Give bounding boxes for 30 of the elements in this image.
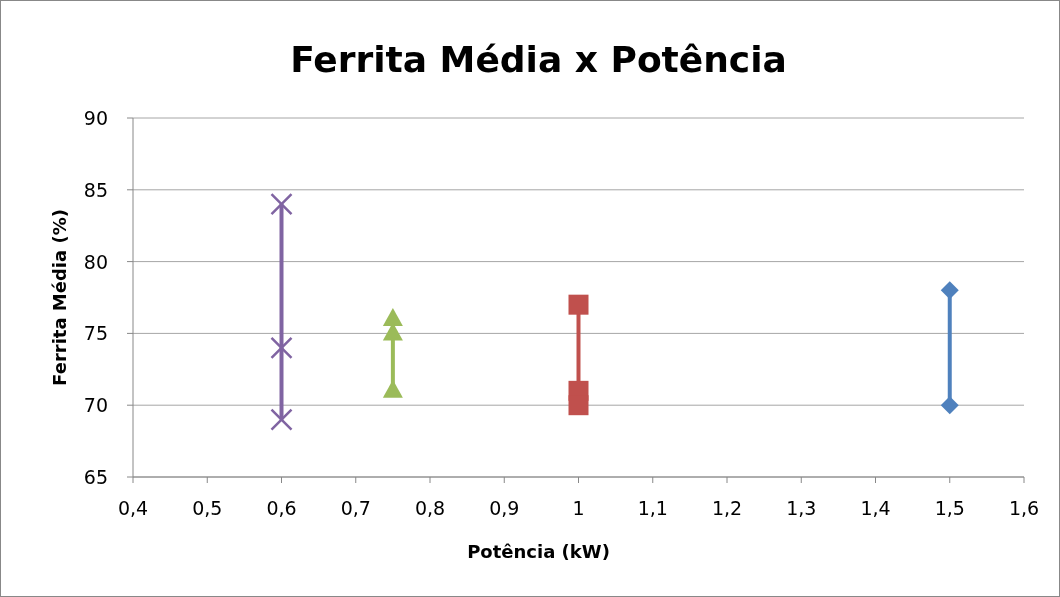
point bbox=[568, 294, 589, 315]
y-tick-label: 80 bbox=[83, 250, 108, 273]
x-tick-label: 0,5 bbox=[192, 497, 223, 519]
x-axis-title: Potência (kW) bbox=[467, 541, 610, 562]
x-tick-label: 0,7 bbox=[340, 497, 371, 519]
point bbox=[382, 308, 403, 327]
point bbox=[940, 396, 959, 415]
y-tick-label: 70 bbox=[83, 394, 108, 417]
x-tick-label: 1,5 bbox=[934, 497, 965, 519]
x-tick-label: 1,1 bbox=[637, 497, 668, 519]
y-tick-label: 90 bbox=[83, 107, 108, 129]
x-tick-label: 1,4 bbox=[860, 497, 891, 519]
x-tick-label: 1 bbox=[572, 497, 585, 519]
x-tick-label: 1,3 bbox=[786, 497, 817, 519]
x-tick-label: 1,2 bbox=[711, 497, 743, 519]
x-tick-label: 0,9 bbox=[489, 497, 520, 519]
point bbox=[270, 336, 293, 360]
x-tick-label: 0,8 bbox=[414, 497, 446, 519]
y-axis-title: Ferrita Média (%) bbox=[49, 209, 70, 386]
y-tick-label: 75 bbox=[83, 322, 108, 345]
point bbox=[568, 395, 589, 416]
chart-title: Ferrita Média x Potência bbox=[290, 39, 787, 80]
point bbox=[270, 192, 293, 216]
x-tick-label: 1,6 bbox=[1008, 497, 1040, 519]
x-tick-label: 0,6 bbox=[266, 497, 297, 519]
point bbox=[940, 281, 959, 300]
point bbox=[270, 408, 293, 431]
x-tick-label: 0,4 bbox=[117, 497, 149, 519]
y-tick-label: 65 bbox=[83, 466, 108, 488]
y-tick-label: 85 bbox=[83, 178, 108, 201]
